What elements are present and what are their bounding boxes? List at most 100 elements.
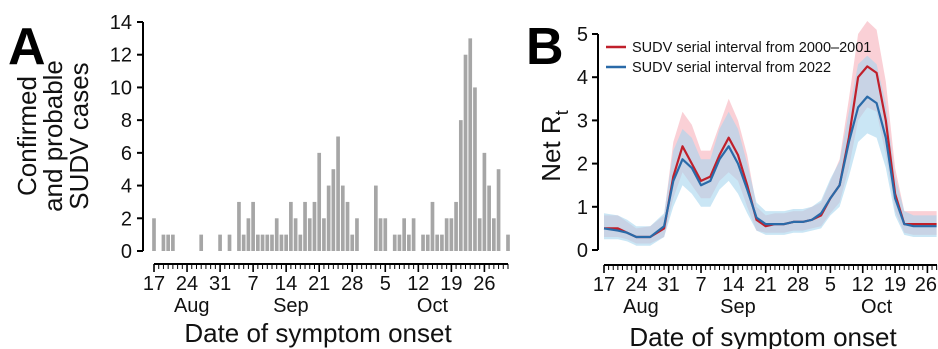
y-tick-label: 0 (121, 241, 132, 263)
bar (487, 185, 491, 251)
x-tick-label: 7 (695, 274, 706, 296)
panel-b-legend: SUDV serial interval from 2000–2001 SUDV … (606, 40, 871, 76)
x-tick-label: 12 (407, 273, 429, 295)
bar (331, 169, 336, 251)
panel-b-x-axis: 17 24 31 7 14 21 28 5 12 19 26 Aug Sep Oct (593, 264, 938, 318)
x-tick-label: 28 (787, 274, 809, 296)
bar (374, 185, 378, 251)
bar (425, 234, 430, 251)
panel-b-ylabel: Net Rt (536, 110, 572, 181)
panel-a-bars (152, 38, 510, 252)
bar (435, 234, 440, 251)
x-tick-label: 17 (593, 274, 615, 296)
y-tick-label: 2 (577, 154, 588, 176)
bar (454, 201, 458, 251)
panel-a-x-axis: 17 24 31 7 14 21 28 5 12 19 26 Aug Sep Oct (143, 263, 509, 317)
y-tick-label: 8 (121, 110, 132, 132)
month-label: Aug (623, 296, 659, 318)
bar (303, 201, 307, 251)
panel-a-letter: A (8, 18, 46, 76)
x-tick-label: 5 (380, 273, 391, 295)
x-tick-label: 24 (176, 273, 198, 295)
bar (166, 234, 170, 251)
bar (506, 234, 510, 251)
bar (411, 218, 416, 251)
y-tick-label: 6 (121, 143, 132, 165)
bar (322, 218, 326, 251)
panel-b-letter: B (526, 18, 564, 76)
x-tick-label: 24 (625, 274, 647, 296)
bar (336, 136, 340, 251)
bar (307, 218, 312, 251)
x-tick-label: 21 (308, 273, 330, 295)
bar (251, 201, 255, 251)
panel-a-xlabel: Date of symptom onset (184, 318, 452, 348)
x-tick-label: 17 (143, 273, 165, 295)
panel-a-y-axis: 0 2 4 6 8 10 12 14 (110, 12, 144, 263)
x-tick-label: 26 (915, 274, 937, 296)
y-tick-label: 4 (577, 67, 588, 89)
month-label: Oct (417, 295, 449, 317)
bar (449, 218, 454, 251)
bar (227, 234, 232, 251)
legend-entry: SUDV serial interval from 2022 (632, 60, 831, 76)
panel-a-ylabel-line: SUDV cases (64, 62, 94, 209)
x-tick-label: 19 (440, 273, 462, 295)
bar (392, 234, 397, 251)
month-label: Aug (174, 295, 210, 317)
panel-a-ylabel-line: and probable (38, 60, 68, 212)
x-tick-label: 12 (852, 274, 874, 296)
x-tick-label: 28 (341, 273, 363, 295)
ylabel-group: Net Rt (536, 110, 572, 181)
bar (289, 201, 293, 251)
bar (241, 234, 246, 251)
bar (326, 185, 331, 251)
bar (161, 234, 166, 251)
month-label: Sep (273, 295, 309, 317)
bar (444, 218, 449, 251)
bar (171, 234, 175, 251)
panel-a-ylabel-line: Confirmed (12, 76, 42, 196)
bar (492, 218, 496, 251)
ylabel-text: Net Rt (536, 110, 572, 181)
x-tick-label: 7 (248, 273, 259, 295)
bar (407, 234, 411, 251)
bar (284, 234, 288, 251)
bar (458, 120, 463, 251)
bar (260, 234, 265, 251)
panel-b-xlabel: Date of symptom onset (629, 322, 897, 349)
bar (270, 234, 274, 251)
bar (440, 234, 444, 251)
panel-b-y-axis: 0 1 2 3 4 5 (577, 24, 599, 262)
bar (317, 152, 322, 251)
x-tick-label: 19 (884, 274, 906, 296)
y-tick-label: 10 (110, 77, 132, 99)
bar (274, 218, 279, 251)
month-label: Sep (720, 296, 756, 318)
x-tick-label: 14 (275, 273, 297, 295)
month-label: Oct (861, 296, 893, 318)
ylabel-subscript: t (552, 110, 572, 115)
x-tick-label: 5 (825, 274, 836, 296)
x-tick-label: 31 (209, 273, 231, 295)
bar (345, 201, 350, 251)
bar (421, 234, 425, 251)
y-tick-label: 2 (121, 208, 132, 230)
bar (237, 201, 241, 251)
bar (340, 185, 345, 251)
y-tick-label: 5 (577, 24, 588, 46)
bar (402, 218, 406, 251)
bar (199, 234, 204, 251)
legend-entry: SUDV serial interval from 2000–2001 (632, 40, 871, 56)
bar (293, 218, 298, 251)
bar (468, 38, 473, 251)
bar (397, 234, 402, 251)
ylabel-main: Net R (536, 115, 566, 181)
series-line (603, 95, 937, 239)
y-tick-label: 3 (577, 110, 588, 132)
y-tick-label: 4 (121, 176, 132, 198)
bar (298, 234, 303, 251)
